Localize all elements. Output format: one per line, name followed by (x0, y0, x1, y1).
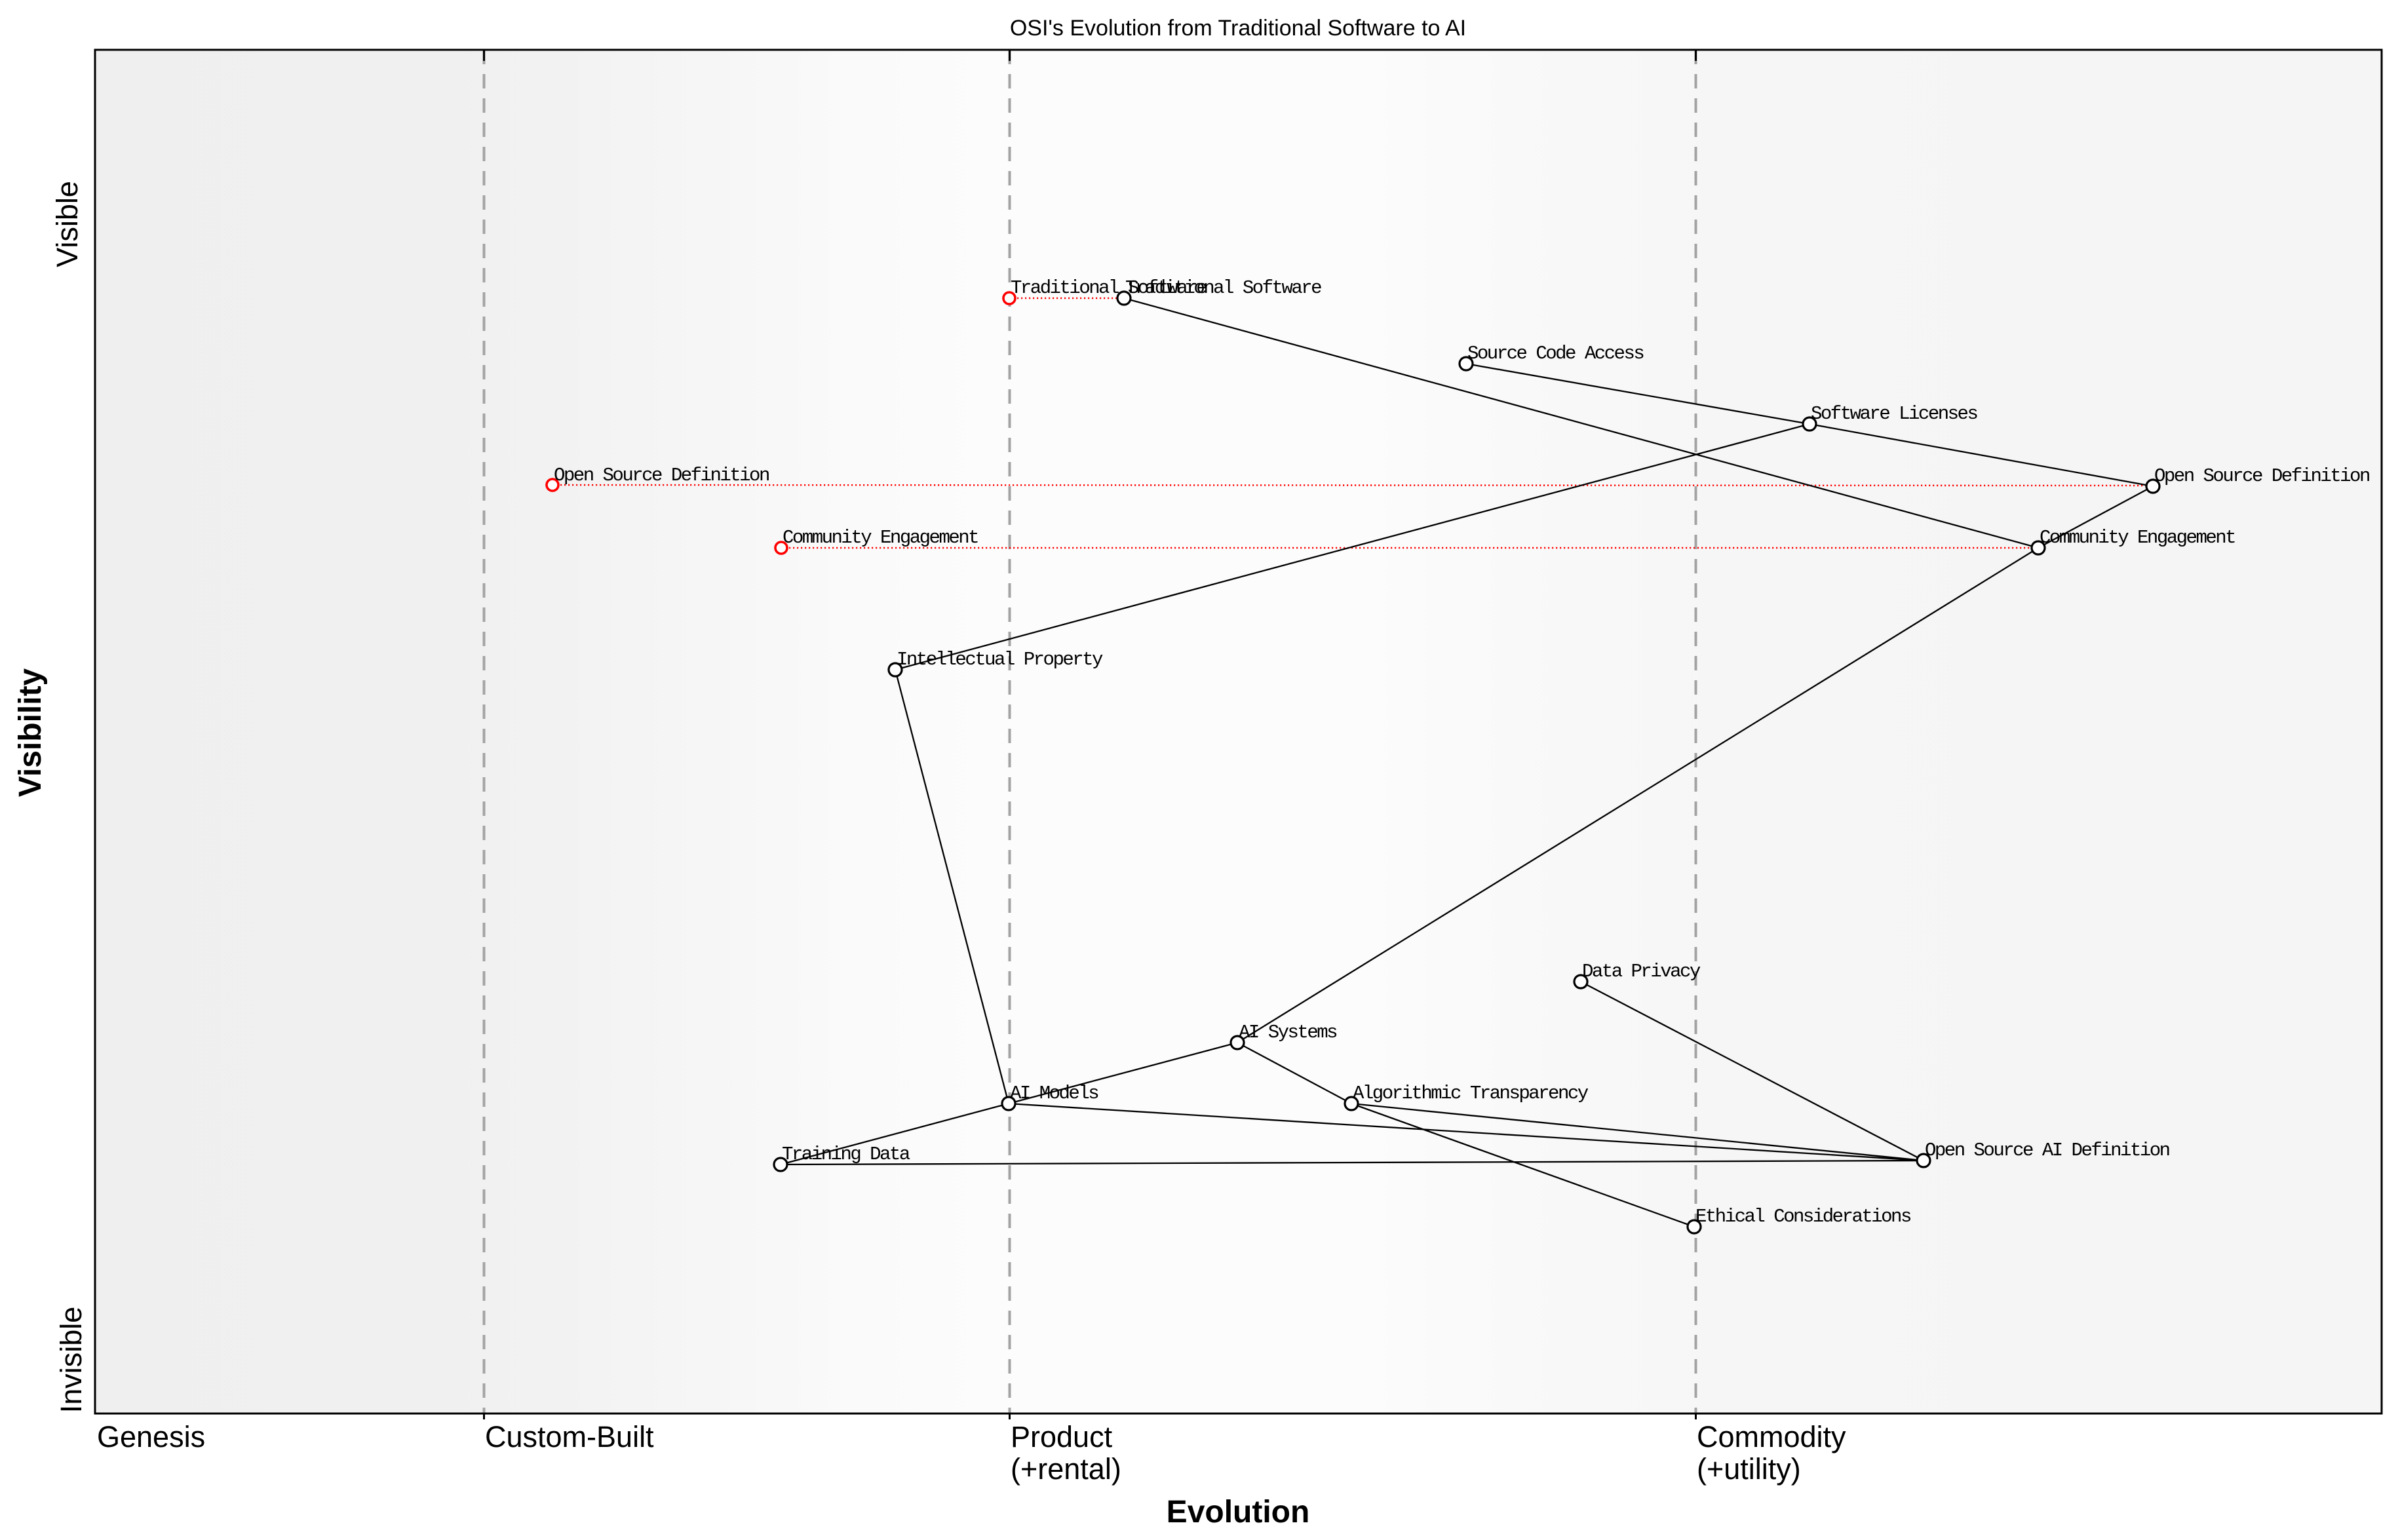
svg-text:OSI's Evolution from Tradition: OSI's Evolution from Traditional Softwar… (1010, 16, 1466, 41)
svg-text:Source Code Access: Source Code Access (1467, 343, 1644, 364)
svg-text:Community Engagement: Community Engagement (2040, 527, 2235, 549)
svg-text:Ethical Considerations: Ethical Considerations (1695, 1206, 1911, 1227)
svg-text:Commodity: Commodity (1697, 1420, 1846, 1453)
svg-text:Custom-Built: Custom-Built (485, 1420, 654, 1453)
svg-text:Evolution: Evolution (1167, 1495, 1310, 1530)
svg-text:Data Privacy: Data Privacy (1582, 961, 1701, 982)
svg-text:Invisible: Invisible (54, 1307, 88, 1414)
svg-text:Traditional Software: Traditional Software (1125, 277, 1321, 299)
svg-text:Software Licenses: Software Licenses (1811, 403, 1977, 425)
svg-text:Traditional Software: Traditional Software (1011, 277, 1207, 299)
svg-text:(+utility): (+utility) (1697, 1452, 1801, 1486)
svg-text:Community Engagement: Community Engagement (783, 527, 978, 549)
svg-text:Training Data: Training Data (782, 1144, 910, 1165)
svg-text:Visible: Visible (50, 181, 84, 267)
svg-text:Algorithmic Transparency: Algorithmic Transparency (1353, 1083, 1589, 1104)
svg-text:Product: Product (1011, 1420, 1113, 1453)
svg-text:(+rental): (+rental) (1011, 1452, 1121, 1486)
svg-text:Open Source Definition: Open Source Definition (554, 465, 769, 486)
svg-text:Visibility: Visibility (13, 668, 48, 797)
svg-text:Open Source Definition: Open Source Definition (2154, 465, 2369, 487)
svg-text:Open Source AI Definition: Open Source AI Definition (1925, 1140, 2169, 1161)
svg-text:AI Systems: AI Systems (1239, 1022, 1337, 1043)
svg-text:Genesis: Genesis (97, 1420, 205, 1453)
svg-text:AI Models: AI Models (1010, 1083, 1098, 1104)
svg-text:Intellectual Property: Intellectual Property (897, 649, 1103, 670)
